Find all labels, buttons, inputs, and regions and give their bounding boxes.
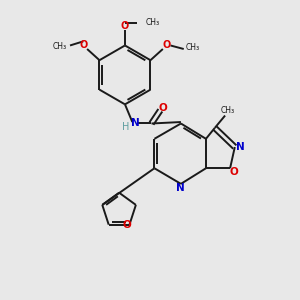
- Text: O: O: [121, 21, 129, 31]
- Text: CH₃: CH₃: [220, 106, 235, 115]
- Text: CH₃: CH₃: [185, 43, 199, 52]
- Text: N: N: [131, 118, 140, 128]
- Text: CH₃: CH₃: [53, 42, 67, 51]
- Text: O: O: [123, 220, 131, 230]
- Text: O: O: [158, 103, 167, 113]
- Text: O: O: [230, 167, 239, 177]
- Text: O: O: [163, 40, 171, 50]
- Text: CH₃: CH₃: [146, 18, 160, 27]
- Text: N: N: [176, 183, 185, 193]
- Text: N: N: [236, 142, 244, 152]
- Text: H: H: [122, 122, 130, 132]
- Text: O: O: [79, 40, 87, 50]
